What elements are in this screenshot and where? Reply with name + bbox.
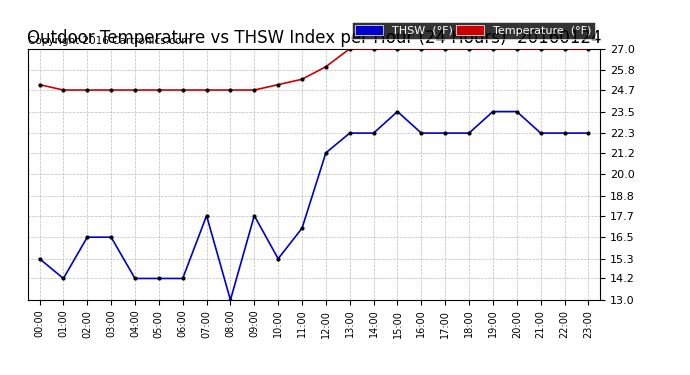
Legend: THSW  (°F), Temperature  (°F): THSW (°F), Temperature (°F) <box>352 22 595 39</box>
Title: Outdoor Temperature vs THSW Index per Hour (24 Hours)  20160124: Outdoor Temperature vs THSW Index per Ho… <box>27 29 601 47</box>
Text: Copyright 2016 Cartronics.com: Copyright 2016 Cartronics.com <box>28 36 191 46</box>
